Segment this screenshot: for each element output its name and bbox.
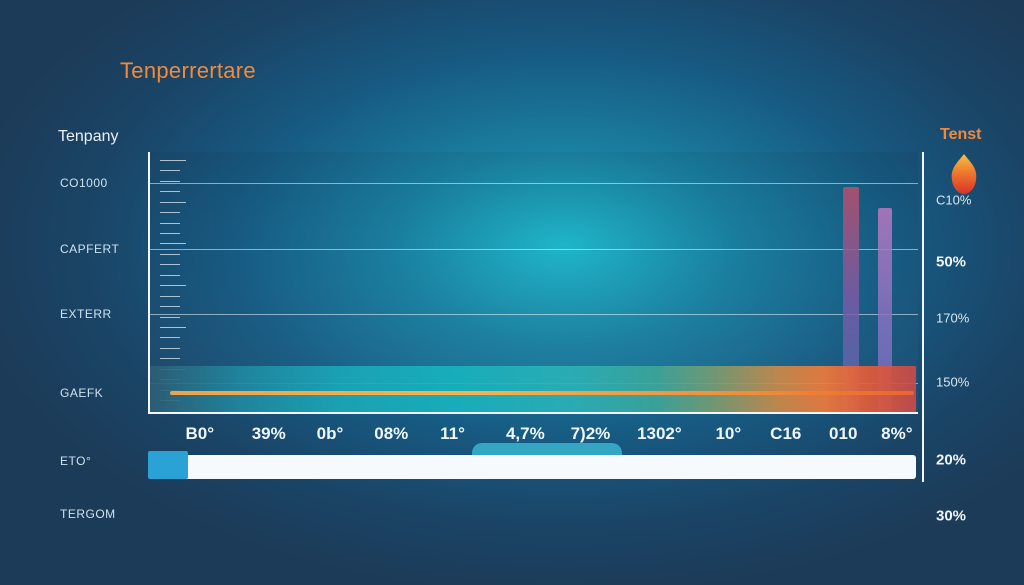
x-axis-tick-label: 08% xyxy=(374,424,408,444)
right-axis-tick-label: C10% xyxy=(936,193,971,208)
gridline xyxy=(150,183,918,184)
chart-title: Tenperrertare xyxy=(120,58,256,84)
right-axis-tick-label: 30% xyxy=(936,508,966,525)
x-axis-tick-label: B0° xyxy=(186,424,215,444)
x-axis-tick-label: C16 xyxy=(770,424,801,444)
right-axis-title: Tenst xyxy=(940,126,981,144)
left-axis-tick-label: EXTERR xyxy=(60,307,140,321)
x-axis-tick-label: 7)2% xyxy=(571,424,611,444)
x-axis-tick-label: 39% xyxy=(252,424,286,444)
band-highlight-line xyxy=(170,391,914,395)
left-ruler-ticks xyxy=(160,160,186,400)
right-axis-tick-label: 50% xyxy=(936,254,966,271)
x-axis-strip xyxy=(150,455,916,479)
x-axis-tick-label: 0b° xyxy=(317,424,344,444)
left-axis-title: Tenpany xyxy=(58,128,119,146)
gridline xyxy=(150,249,918,250)
x-axis-tick-label: 8%° xyxy=(881,424,912,444)
right-axis-line xyxy=(922,152,924,482)
x-strip-notch xyxy=(472,443,622,455)
right-axis-tick-label: 150% xyxy=(936,375,969,390)
x-axis-tick-label: 10° xyxy=(715,424,741,444)
left-axis-tick-label: CO1000 xyxy=(60,176,140,190)
flame-icon xyxy=(948,152,980,196)
right-axis-tick-label: 170% xyxy=(936,311,969,326)
x-axis-tick-label: 1302° xyxy=(637,424,682,444)
temperature-gradient-band xyxy=(150,366,916,412)
gridline xyxy=(150,314,918,315)
x-axis-tick-label: 010 xyxy=(829,424,857,444)
x-axis-tick-label: 11° xyxy=(440,424,465,444)
x-axis-tick-label: 4,7% xyxy=(506,424,545,444)
x-strip-left-block xyxy=(148,451,188,479)
left-axis-tick-label: ETO° xyxy=(60,454,140,468)
left-axis-tick-label: GAEFK xyxy=(60,386,140,400)
left-axis-tick-label: TERGOM xyxy=(60,507,140,521)
right-axis-tick-label: 20% xyxy=(936,452,966,469)
left-axis-tick-label: CAPFERT xyxy=(60,242,140,256)
